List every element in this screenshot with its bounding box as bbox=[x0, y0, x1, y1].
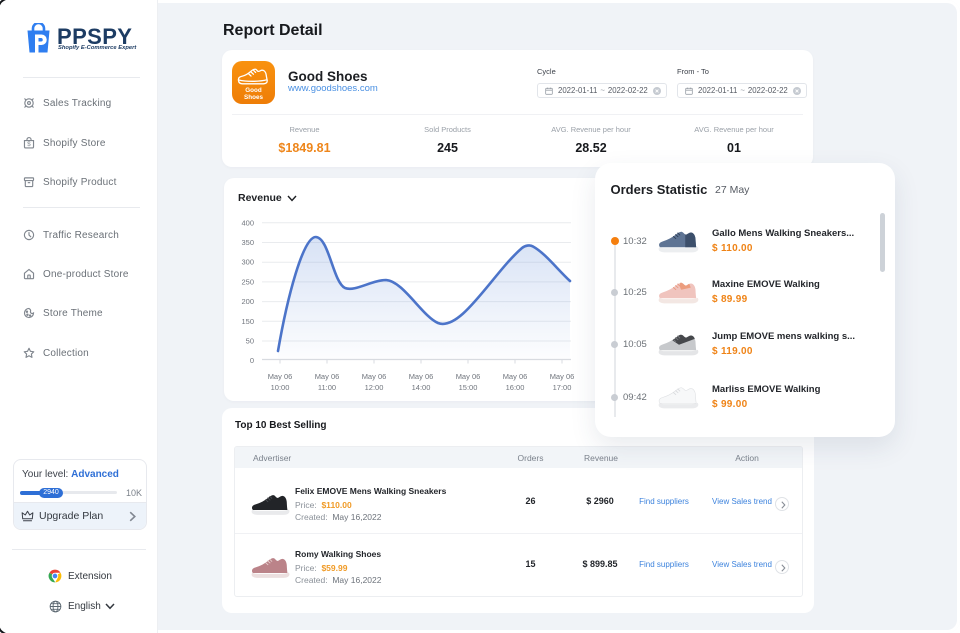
svg-text:May 06: May 06 bbox=[456, 372, 481, 381]
svg-text:May 06: May 06 bbox=[503, 372, 528, 381]
svg-text:11:00: 11:00 bbox=[318, 383, 336, 392]
svg-text:$: $ bbox=[27, 141, 31, 148]
svg-text:250: 250 bbox=[241, 277, 254, 286]
svg-text:350: 350 bbox=[241, 238, 254, 247]
svg-text:300: 300 bbox=[241, 258, 254, 267]
svg-text:16:00: 16:00 bbox=[506, 383, 525, 392]
svg-text:May 06: May 06 bbox=[550, 372, 575, 381]
svg-text:May 06: May 06 bbox=[362, 372, 387, 381]
svg-text:0: 0 bbox=[250, 356, 254, 365]
svg-text:12:00: 12:00 bbox=[365, 383, 384, 392]
svg-text:17:00: 17:00 bbox=[553, 383, 572, 392]
svg-text:14:00: 14:00 bbox=[412, 383, 431, 392]
svg-text:200: 200 bbox=[241, 297, 254, 306]
svg-text:150: 150 bbox=[241, 317, 254, 326]
svg-text:10:00: 10:00 bbox=[271, 383, 290, 392]
svg-text:15:00: 15:00 bbox=[459, 383, 478, 392]
svg-text:400: 400 bbox=[241, 218, 254, 227]
svg-text:May 06: May 06 bbox=[409, 372, 434, 381]
svg-text:May 06: May 06 bbox=[315, 372, 340, 381]
svg-text:May 06: May 06 bbox=[268, 372, 293, 381]
svg-text:50: 50 bbox=[246, 337, 254, 346]
